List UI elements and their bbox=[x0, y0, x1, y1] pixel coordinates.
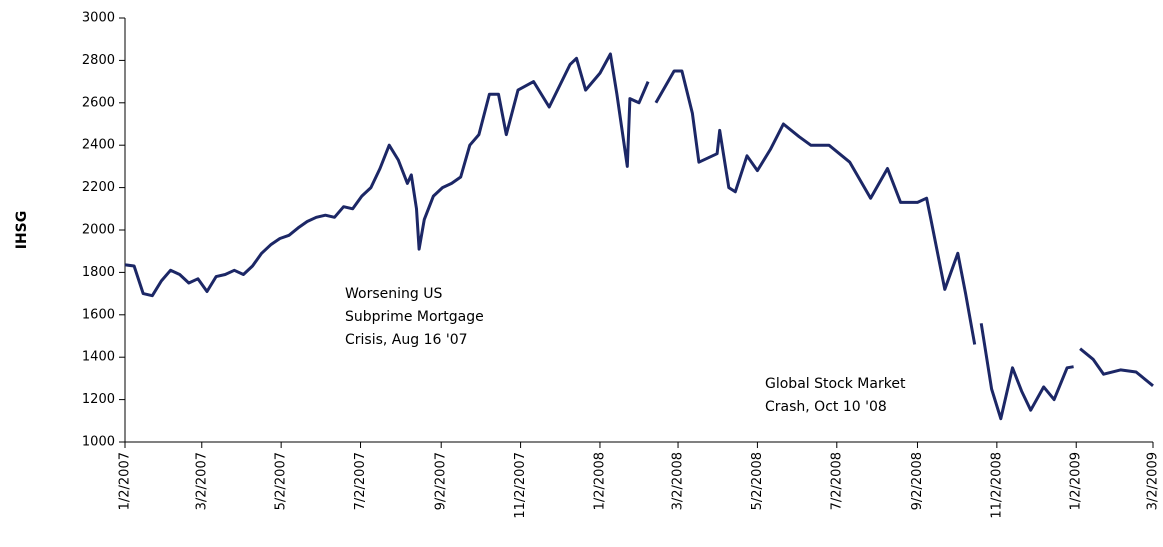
annotation: Crash, Oct 10 '08 bbox=[765, 399, 887, 415]
x-tick-label: 7/2/2007 bbox=[353, 452, 368, 510]
annotation: Global Stock Market bbox=[765, 376, 906, 392]
y-tick-label: 1400 bbox=[82, 350, 115, 365]
x-tick-label: 7/2/2008 bbox=[829, 452, 844, 510]
y-tick-label: 2400 bbox=[82, 138, 115, 153]
series-line bbox=[124, 52, 650, 298]
x-tick-label: 3/2/2009 bbox=[1146, 452, 1161, 510]
y-tick-label: 3000 bbox=[82, 11, 115, 26]
y-tick-label: 2200 bbox=[82, 180, 115, 195]
y-tick-label: 2600 bbox=[82, 95, 115, 110]
y-tick-label: 1000 bbox=[82, 435, 115, 450]
annotation: Crisis, Aug 16 '07 bbox=[345, 332, 468, 348]
x-tick-label: 11/2/2008 bbox=[989, 452, 1004, 519]
y-tick-label: 2800 bbox=[82, 53, 115, 68]
y-tick-label: 1800 bbox=[82, 265, 115, 280]
annotation: Subprime Mortgage bbox=[345, 309, 484, 325]
series-line bbox=[1079, 347, 1154, 387]
y-tick-label: 2000 bbox=[82, 223, 115, 238]
y-tick-label: 1600 bbox=[82, 307, 115, 322]
x-tick-label: 1/2/2009 bbox=[1069, 452, 1084, 510]
x-tick-label: 1/2/2007 bbox=[118, 452, 133, 510]
y-axis-label: IHSG bbox=[14, 211, 30, 250]
series-line bbox=[654, 69, 977, 345]
x-tick-label: 5/2/2007 bbox=[274, 452, 289, 510]
x-tick-label: 11/2/2007 bbox=[513, 452, 528, 519]
x-tick-label: 3/2/2007 bbox=[194, 452, 209, 510]
x-tick-label: 1/2/2008 bbox=[592, 452, 607, 510]
y-tick-label: 1200 bbox=[82, 392, 115, 407]
annotation: Worsening US bbox=[345, 286, 442, 302]
x-tick-label: 3/2/2008 bbox=[671, 452, 686, 510]
series-line bbox=[979, 323, 1074, 421]
x-tick-label: 9/2/2008 bbox=[910, 452, 925, 510]
x-tick-label: 5/2/2008 bbox=[750, 452, 765, 510]
x-tick-label: 9/2/2007 bbox=[434, 452, 449, 510]
